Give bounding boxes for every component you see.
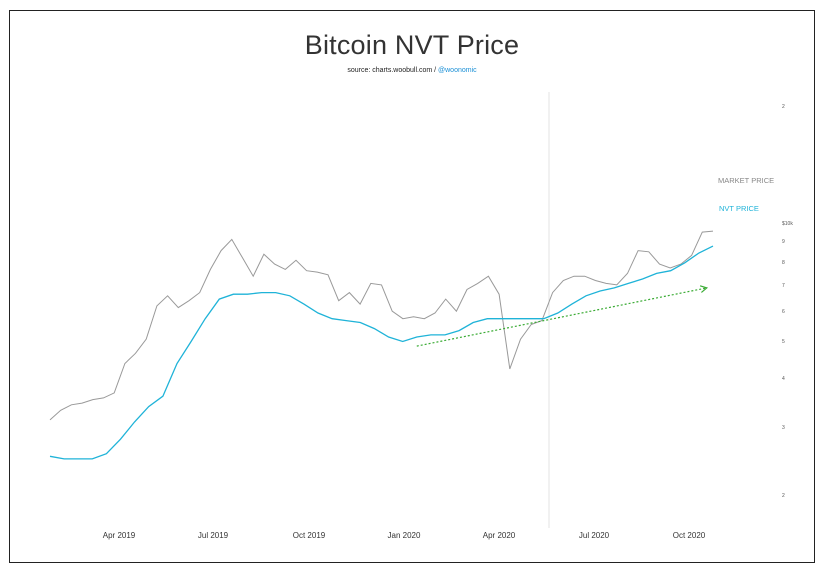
x-tick-label: Jul 2020 [579, 531, 610, 540]
source-text: source: charts.woobull.com / [347, 67, 439, 74]
y-tick-label: 8 [782, 260, 785, 266]
y-tick-label: 2 [782, 104, 785, 110]
nvt-price-label: NVT PRICE [719, 204, 759, 213]
y-tick-label: 2 [782, 493, 785, 499]
source-handle-link[interactable]: @woonomic [438, 67, 477, 74]
trend-arrow-line [416, 287, 707, 347]
trend-arrow-head [699, 285, 709, 293]
y-tick-label: 3 [782, 425, 785, 431]
y-tick-label: 6 [782, 309, 785, 315]
y-tick-label: $10k [782, 221, 793, 227]
chart-title: Bitcoin NVT Price [304, 30, 520, 60]
y-tick-label: 9 [782, 239, 785, 245]
y-tick-label: 4 [782, 376, 785, 382]
x-tick-label: Apr 2020 [483, 531, 516, 540]
chart-subtitle: source: charts.woobull.com / @woonomic [0, 67, 824, 74]
x-tick-label: Oct 2019 [293, 531, 326, 540]
y-axis-ticks: 2 $10k 9 8 7 6 5 4 3 2 [782, 104, 793, 499]
nvt-price-line [49, 245, 714, 460]
y-tick-label: 7 [782, 283, 785, 289]
y-tick-label: 5 [782, 339, 785, 345]
market-price-line [49, 230, 714, 421]
x-tick-label: Apr 2019 [103, 531, 136, 540]
x-tick-label: Jul 2019 [198, 531, 229, 540]
x-tick-label: Jan 2020 [388, 531, 421, 540]
chart-frame [9, 10, 815, 563]
x-tick-label: Oct 2020 [673, 531, 706, 540]
market-price-label: MARKET PRICE [718, 176, 774, 185]
x-axis-ticks: Apr 2019 Jul 2019 Oct 2019 Jan 2020 Apr 2020… [103, 531, 706, 540]
